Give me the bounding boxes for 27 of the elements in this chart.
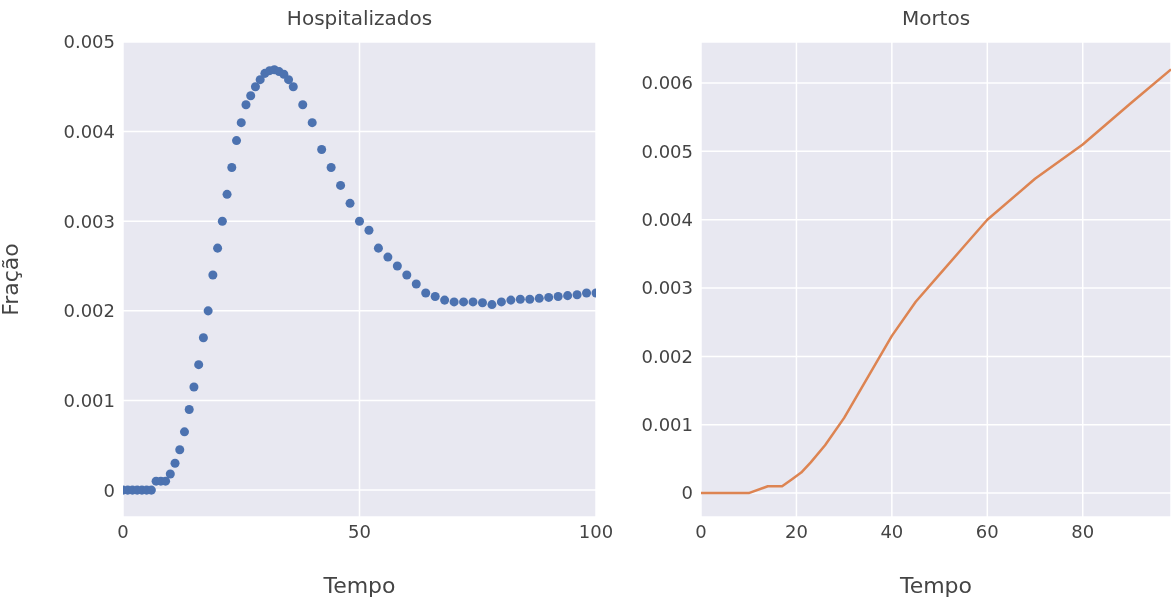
y-tick-label: 0.003	[63, 210, 115, 232]
y-tick-label: 0.005	[641, 140, 693, 162]
y-tick-label: 0.001	[641, 414, 693, 436]
y-tick-label: 0	[103, 479, 115, 501]
y-tick-label: 0.004	[63, 121, 115, 143]
line-series	[701, 68, 1171, 495]
chart-title: Hospitalizados	[285, 6, 434, 30]
y-tick-label: 0.005	[63, 31, 115, 53]
y-tick-label: 0.002	[641, 345, 693, 367]
x-tick-label: 60	[975, 520, 999, 542]
y-tick-label: 0	[681, 482, 693, 504]
x-tick-label: 100	[578, 520, 614, 542]
y-tick-label: 0.006	[641, 72, 693, 94]
x-tick-label: 40	[880, 520, 904, 542]
x-axis-title: Tempo	[322, 573, 396, 598]
y-tick-label: 0.003	[641, 277, 693, 299]
y-tick-label: 0.004	[641, 209, 693, 231]
y-tick-label: 0.002	[63, 300, 115, 322]
x-tick-label: 20	[784, 520, 808, 542]
x-tick-label: 0	[695, 520, 707, 542]
y-tick-label: 0.001	[63, 389, 115, 411]
x-tick-label: 50	[348, 520, 371, 542]
y-axis-title: Fração	[0, 243, 23, 316]
x-axis-title: Tempo	[898, 573, 973, 598]
chart-title: Mortos	[900, 6, 972, 30]
x-tick-label: 80	[1071, 520, 1095, 542]
x-tick-label: 0	[117, 520, 129, 542]
